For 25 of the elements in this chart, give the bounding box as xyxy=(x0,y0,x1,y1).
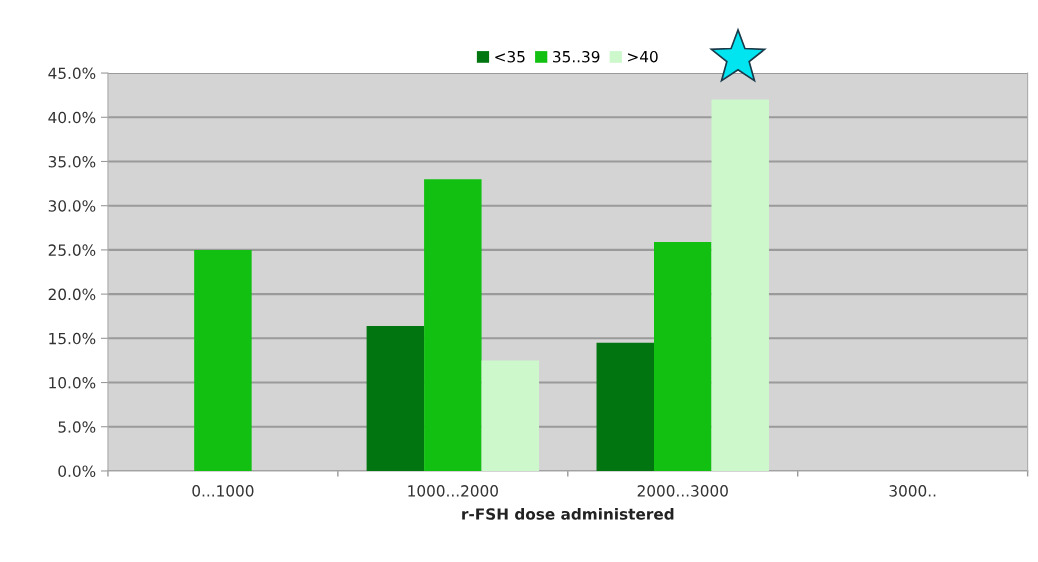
x-axis-title: r-FSH dose administered xyxy=(462,507,674,520)
y-tick-label: 0.0% xyxy=(58,465,96,477)
bar xyxy=(366,325,425,471)
y-tick-label: 25.0% xyxy=(48,244,96,256)
y-tick-label: 45.0% xyxy=(48,67,96,80)
y-tick-label: 5.0% xyxy=(58,421,96,433)
x-tick-label: 1000...2000 xyxy=(408,485,498,497)
y-tick-label: 15.0% xyxy=(49,332,96,345)
bar xyxy=(424,179,482,471)
y-tick-label: 30.0% xyxy=(48,200,96,212)
legend-label: <35 xyxy=(495,50,525,63)
y-tick-label: 10.0% xyxy=(49,377,96,389)
y-tick-label: 20.0% xyxy=(48,288,96,301)
bar xyxy=(194,249,252,471)
legend-label: >40 xyxy=(628,50,658,63)
bar xyxy=(481,360,540,471)
x-tick-label: 0...1000 xyxy=(192,485,254,497)
y-tick-label: 35.0% xyxy=(48,155,96,168)
x-tick-label: 3000.. xyxy=(889,485,936,497)
bar xyxy=(596,342,654,471)
bar xyxy=(654,241,712,471)
bar xyxy=(711,99,769,471)
legend-label: 35..39 xyxy=(553,50,600,63)
y-tick-label: 40.0% xyxy=(48,111,96,124)
x-tick-label: 2000...3000 xyxy=(637,485,728,497)
